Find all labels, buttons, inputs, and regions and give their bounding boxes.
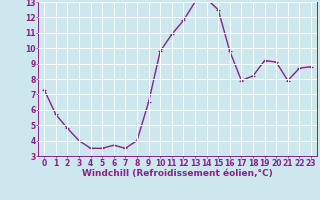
X-axis label: Windchill (Refroidissement éolien,°C): Windchill (Refroidissement éolien,°C) [82, 169, 273, 178]
